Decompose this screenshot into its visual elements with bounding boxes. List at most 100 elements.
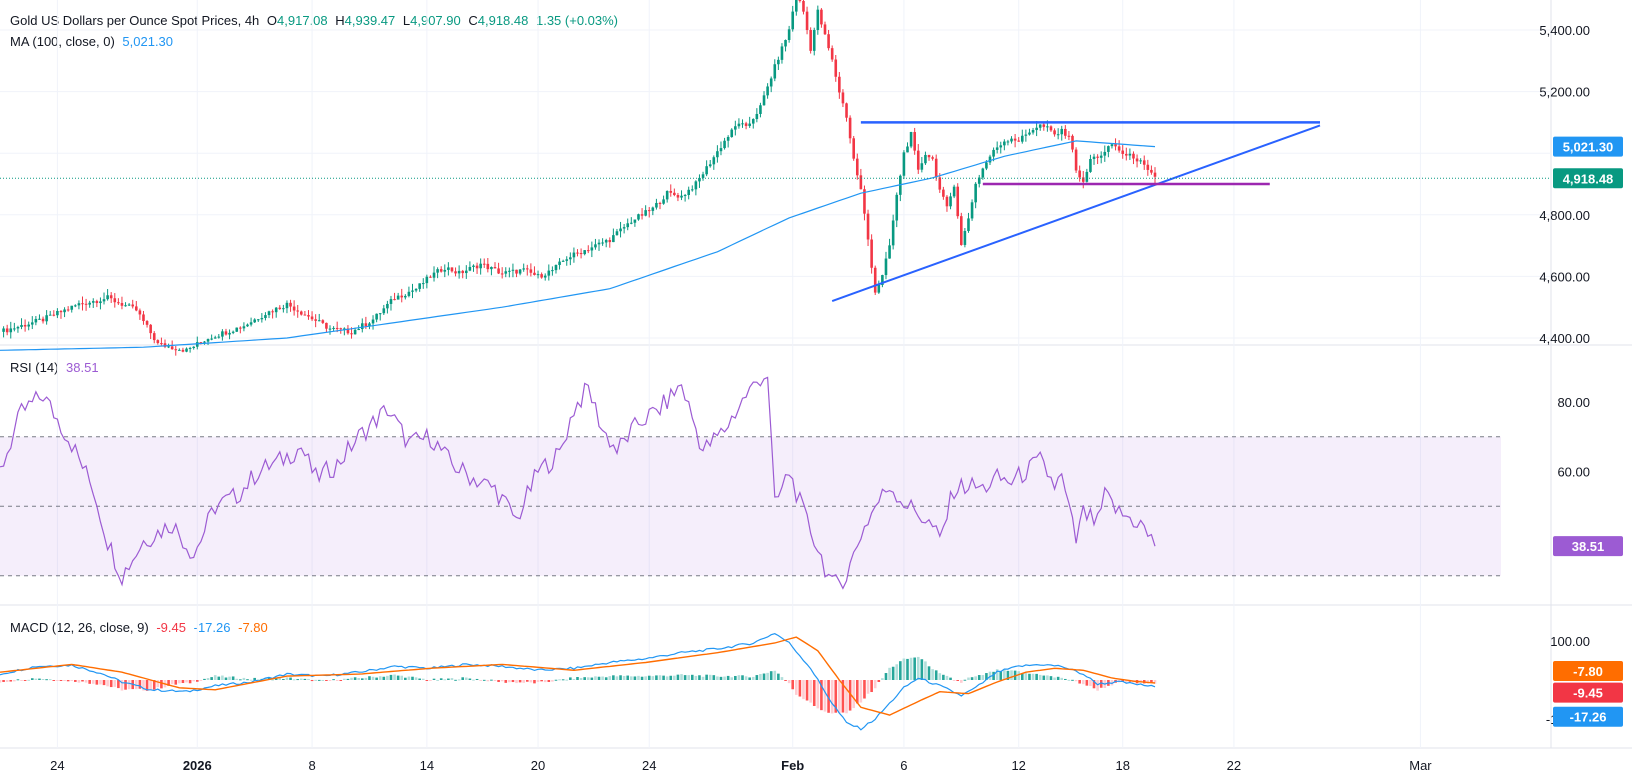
macd-histogram-bar <box>113 680 117 687</box>
macd-histogram-bar <box>1028 673 1031 680</box>
candle-body <box>325 322 328 329</box>
macd-histogram-bar <box>586 677 590 680</box>
macd-histogram-bar <box>38 678 41 680</box>
candle-body <box>52 314 56 316</box>
candle-body <box>472 265 475 267</box>
x-tick-label: 6 <box>900 758 907 773</box>
macd-histogram-bar <box>787 680 791 684</box>
candle-body <box>913 132 916 151</box>
candle-body <box>1125 153 1128 156</box>
candle-body <box>866 213 870 240</box>
macd-histogram-bar <box>77 680 81 683</box>
candle-body <box>841 92 845 104</box>
candle-body <box>66 309 70 311</box>
candle-body <box>701 174 705 178</box>
candle-body <box>673 192 676 196</box>
macd-histogram-bar <box>343 678 346 680</box>
candle-body <box>902 152 906 176</box>
macd-histogram-bar <box>174 680 178 685</box>
macd-histogram-bar <box>109 680 113 688</box>
candle-body <box>95 301 99 304</box>
candle-body <box>608 240 612 243</box>
macd-histogram-bar <box>325 680 328 681</box>
open-label: O <box>266 13 278 28</box>
macd-histogram-bar <box>737 675 741 680</box>
macd-histogram-bar <box>533 680 536 684</box>
macd-histogram-bar <box>217 676 221 680</box>
macd-histogram-bar <box>447 678 450 680</box>
candle-body <box>967 218 970 232</box>
candle-body <box>956 186 960 217</box>
macd-histogram-bar <box>1046 675 1049 680</box>
macd-histogram-bar <box>515 680 518 684</box>
candle-body <box>597 242 601 245</box>
candle-body <box>30 322 34 325</box>
macd-histogram-bar <box>640 676 644 680</box>
candle-body <box>773 64 777 79</box>
macd-histogram-bar <box>741 675 744 680</box>
macd-histogram-bar <box>188 680 192 684</box>
macd-histogram-bar <box>601 676 604 680</box>
macd-histogram-bar <box>278 677 282 680</box>
candle-body <box>619 228 622 232</box>
candle-body <box>1020 135 1024 142</box>
macd-histogram-bar <box>841 680 845 713</box>
macd-histogram-bar <box>630 676 633 680</box>
macd-histogram-bar <box>780 677 784 680</box>
macd-histogram-bar <box>274 678 278 680</box>
macd-histogram-bar <box>91 680 95 684</box>
candle-body <box>400 295 404 298</box>
macd-hist-badge-bg <box>1553 682 1623 703</box>
rsi-pane <box>0 376 1501 590</box>
candle-body <box>192 346 195 348</box>
macd-histogram-bar <box>375 677 378 680</box>
macd-histogram-bar <box>1035 673 1038 680</box>
macd-histogram-bar <box>795 680 798 695</box>
candle-body <box>321 320 325 323</box>
x-tick-label: 14 <box>420 758 434 773</box>
macd-histogram-bar <box>339 680 343 681</box>
macd-histogram-bar <box>608 676 612 680</box>
macd-histogram-bar <box>34 678 38 680</box>
macd-histogram-bar <box>852 680 855 709</box>
macd-histogram-bar <box>719 676 723 680</box>
signal-line <box>0 636 1156 716</box>
macd-histogram-bar <box>400 675 404 680</box>
macd-histogram-bar <box>52 680 56 681</box>
macd-histogram-bar <box>1085 680 1089 686</box>
candle-body <box>769 78 773 87</box>
macd-histogram-bar <box>834 680 838 713</box>
macd-histogram-bar <box>1150 680 1153 683</box>
macd-histogram-bar <box>13 680 16 682</box>
rsi-tick-label: 80.00 <box>1557 395 1590 410</box>
macd-histogram-bar <box>152 680 156 690</box>
candle-body <box>1053 130 1056 135</box>
macd-histogram-bar <box>84 680 88 683</box>
macd-histogram-bar <box>411 676 414 680</box>
candle-body <box>504 271 508 274</box>
candle-body <box>371 319 375 324</box>
candle-body <box>242 326 246 329</box>
macd-histogram-bar <box>802 680 805 700</box>
candle-body <box>985 162 988 169</box>
candle-body <box>1103 151 1107 156</box>
candle-body <box>816 9 820 31</box>
candle-body <box>418 283 421 289</box>
candle-body <box>163 343 167 347</box>
candle-body <box>777 59 780 65</box>
candle-body <box>791 11 795 30</box>
macd-histogram-bar <box>497 680 500 683</box>
candle-body <box>594 244 597 248</box>
macd-histogram-bar <box>425 680 429 681</box>
candle-body <box>135 306 138 311</box>
candle-body <box>999 145 1003 148</box>
macd-histogram-bar <box>56 680 59 681</box>
macd-histogram-bar <box>816 680 820 709</box>
macd-histogram-bar <box>9 680 13 682</box>
x-tick-label: 20 <box>531 758 545 773</box>
candle-body <box>74 305 77 307</box>
macd-histogram-bar <box>192 680 195 682</box>
macd-histogram-bar <box>920 659 924 680</box>
macd-histogram-bar <box>81 680 84 682</box>
